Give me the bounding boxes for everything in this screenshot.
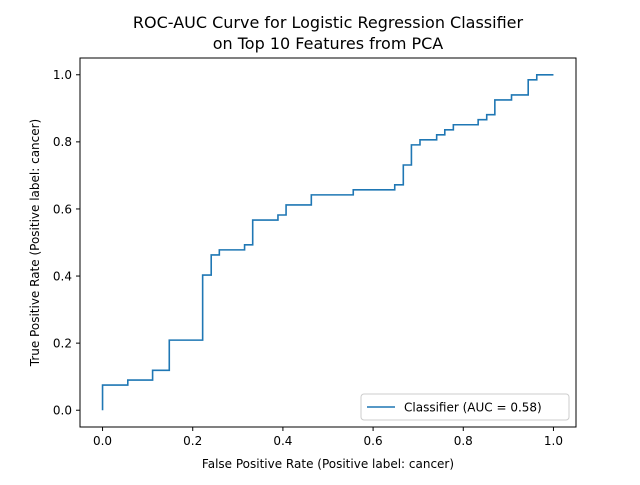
x-tick-label: 0.0 — [93, 434, 112, 448]
y-tick-label: 0.4 — [53, 269, 72, 283]
y-tick-label: 0.6 — [53, 202, 72, 216]
x-tick-label: 1.0 — [544, 434, 563, 448]
y-tick-label: 0.8 — [53, 135, 72, 149]
legend-box — [360, 393, 570, 421]
chart-title-line-1: ROC-AUC Curve for Logistic Regression Cl… — [133, 13, 524, 32]
plot-background — [80, 58, 576, 427]
y-axis-ticks: 0.0 0.2 0.4 0.6 0.8 1.0 — [53, 68, 80, 418]
plot-area — [79, 57, 577, 428]
x-axis-ticks: 0.0 0.2 0.4 0.6 0.8 1.0 — [93, 427, 563, 448]
y-axis-label: True Positive Rate (Positive label: canc… — [28, 119, 42, 368]
y-tick-label: 0.0 — [53, 404, 72, 418]
plot-frame — [79, 57, 577, 428]
chart-title-line-2: on Top 10 Features from PCA — [213, 34, 444, 53]
x-tick-label: 0.8 — [454, 434, 473, 448]
roc-curve-line — [101, 73, 554, 411]
x-tick-label: 0.6 — [364, 434, 383, 448]
series-layer — [101, 73, 554, 411]
x-tick-label: 0.4 — [273, 434, 292, 448]
x-axis-label: False Positive Rate (Positive label: can… — [202, 457, 454, 471]
y-tick-label: 1.0 — [53, 68, 72, 82]
y-tick-label: 0.2 — [53, 336, 72, 350]
x-tick-label: 0.2 — [183, 434, 202, 448]
legend: Classifier (AUC = 0.58) — [360, 393, 570, 421]
legend-label-classifier: Classifier (AUC = 0.58) — [404, 401, 542, 415]
